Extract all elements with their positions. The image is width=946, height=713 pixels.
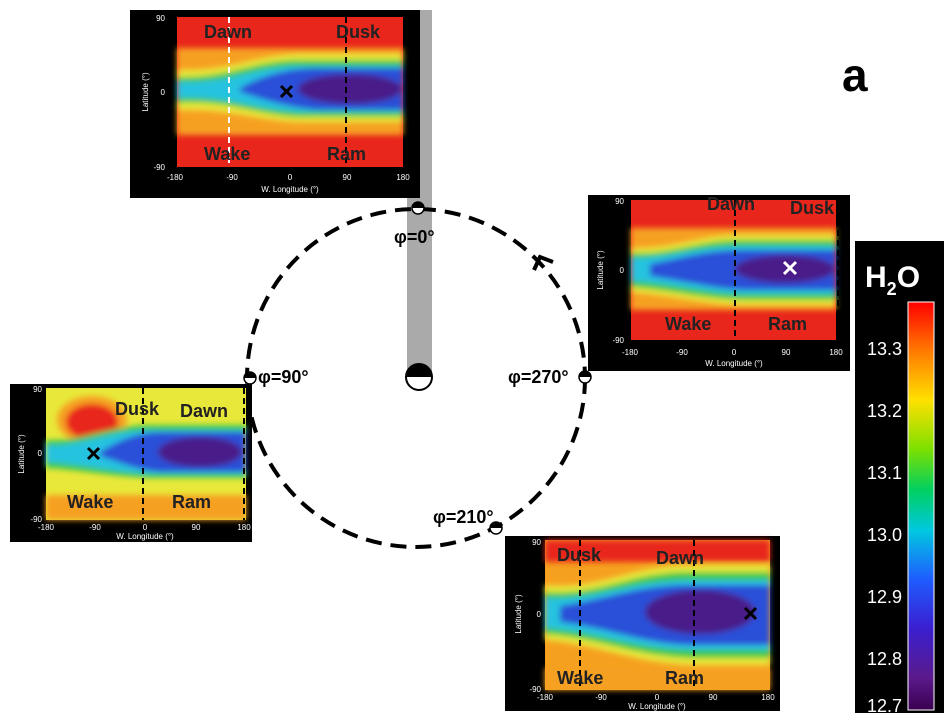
map-label-wake: Wake: [67, 492, 113, 512]
lon-tick-5: 180: [396, 173, 410, 182]
map-label-dusk: Dusk: [557, 545, 602, 565]
subsolar-cross-marker: [743, 606, 758, 621]
lat-tick-bottom: -90: [529, 685, 541, 694]
map-label-dusk: Dusk: [790, 198, 835, 218]
colorbar-title: H2O: [865, 261, 920, 299]
map-label-dawn: Dawn: [180, 401, 228, 421]
map-label-ram: Ram: [172, 492, 211, 512]
map-heatmap: [631, 200, 836, 340]
map-xlabel: W. Longitude (°): [705, 359, 763, 368]
map-heatmap: [177, 17, 403, 167]
phase-label-phi90: φ=90°: [258, 367, 309, 387]
lon-tick-3: 0: [655, 693, 660, 702]
moon-marker-phi0: [411, 201, 425, 215]
map-label-ram: Ram: [768, 314, 807, 334]
map-label-wake: Wake: [204, 144, 250, 164]
map-label-ram: Ram: [665, 668, 704, 688]
map-label-ram: Ram: [327, 144, 366, 164]
lon-tick-4: 90: [192, 523, 201, 532]
map-label-dusk: Dusk: [115, 399, 160, 419]
lat-tick-top: 90: [33, 385, 42, 394]
lon-tick-3: 0: [143, 523, 148, 532]
planet-icon: [405, 363, 433, 391]
lat-tick-top: 90: [615, 197, 624, 206]
lon-tick-1: -180: [537, 693, 554, 702]
lat-tick-mid: 0: [537, 610, 542, 619]
subsolar-cross-marker: [86, 446, 101, 461]
colorbar-tick-label: 13.3: [867, 339, 902, 359]
colorbar-tick-label: 13.1: [867, 463, 902, 483]
map-panel-phi210: Dusk Dawn Wake Ram 90 0 -90 -180 -90 0 9…: [505, 536, 780, 711]
subsolar-cross-marker: [782, 260, 798, 276]
moon-marker-phi270: [578, 370, 592, 384]
lat-tick-top: 90: [532, 538, 541, 547]
map-heatmap: [545, 540, 770, 690]
lon-tick-2: -90: [676, 348, 688, 357]
lon-tick-5: 180: [829, 348, 843, 357]
lon-tick-4: 90: [782, 348, 791, 357]
map-ylabel: Latitude (°): [17, 434, 26, 474]
lat-tick-top: 90: [156, 14, 165, 23]
colorbar-tick-label: 13.0: [867, 525, 902, 545]
phase-label-phi270: φ=270°: [508, 367, 569, 387]
map-label-dawn: Dawn: [656, 548, 704, 568]
lat-tick-mid: 0: [620, 266, 625, 275]
lon-tick-1: -180: [167, 173, 184, 182]
moon-marker-phi210: [489, 521, 503, 535]
lon-tick-5: 180: [237, 523, 251, 532]
panel-label: a: [842, 49, 868, 101]
lat-tick-bottom: -90: [30, 515, 42, 524]
lat-tick-bottom: -90: [153, 163, 165, 172]
lon-tick-2: -90: [89, 523, 101, 532]
map-label-dusk: Dusk: [336, 22, 381, 42]
colorbar-tick-label: 12.9: [867, 587, 902, 607]
map-ylabel: Latitude (°): [141, 72, 150, 112]
map-label-dawn: Dawn: [707, 194, 755, 214]
colorbar-tick-label: 12.8: [867, 649, 902, 669]
lon-tick-4: 90: [343, 173, 352, 182]
map-label-wake: Wake: [557, 668, 603, 688]
map-panel-phi0: Dawn Dusk Wake Ram 90 0 -90 -180 -90 0 9…: [130, 10, 420, 198]
colorbar: H2O 13.3 13.2 13.1 13.0 12.9 12.8 12.7: [855, 241, 944, 713]
map-label-wake: Wake: [665, 314, 711, 334]
lat-tick-mid: 0: [161, 88, 166, 97]
map-xlabel: W. Longitude (°): [628, 702, 686, 711]
phase-label-phi0: φ=0°: [394, 227, 435, 247]
lon-tick-3: 0: [732, 348, 737, 357]
phase-label-phi210: φ=210°: [433, 507, 494, 527]
map-ylabel: Latitude (°): [514, 594, 523, 634]
orbit-direction-arrow: [532, 254, 554, 271]
colorbar-gradient: [907, 301, 935, 711]
map-xlabel: W. Longitude (°): [116, 532, 174, 541]
map-heatmap: [46, 388, 246, 520]
colorbar-tick-label: 12.7: [867, 696, 902, 713]
lon-tick-5: 180: [761, 693, 775, 702]
map-ylabel: Latitude (°): [596, 250, 605, 290]
subsolar-cross-marker: [279, 84, 294, 99]
lon-tick-2: -90: [595, 693, 607, 702]
map-xlabel: W. Longitude (°): [261, 185, 319, 194]
lon-tick-2: -90: [226, 173, 238, 182]
lon-tick-4: 90: [709, 693, 718, 702]
map-label-dawn: Dawn: [204, 22, 252, 42]
lat-tick-bottom: -90: [612, 336, 624, 345]
moon-marker-phi90: [243, 371, 257, 385]
colorbar-tick-label: 13.2: [867, 401, 902, 421]
lon-tick-1: -180: [622, 348, 639, 357]
map-panel-phi90: Dusk Dawn Wake Ram 90 0 -90 -180 -90 0 9…: [10, 384, 252, 542]
lon-tick-1: -180: [38, 523, 55, 532]
map-panel-phi270: Dawn Dusk Wake Ram 90 0 -90 -180 -90 0 9…: [588, 194, 850, 371]
lon-tick-3: 0: [288, 173, 293, 182]
lat-tick-mid: 0: [38, 449, 43, 458]
